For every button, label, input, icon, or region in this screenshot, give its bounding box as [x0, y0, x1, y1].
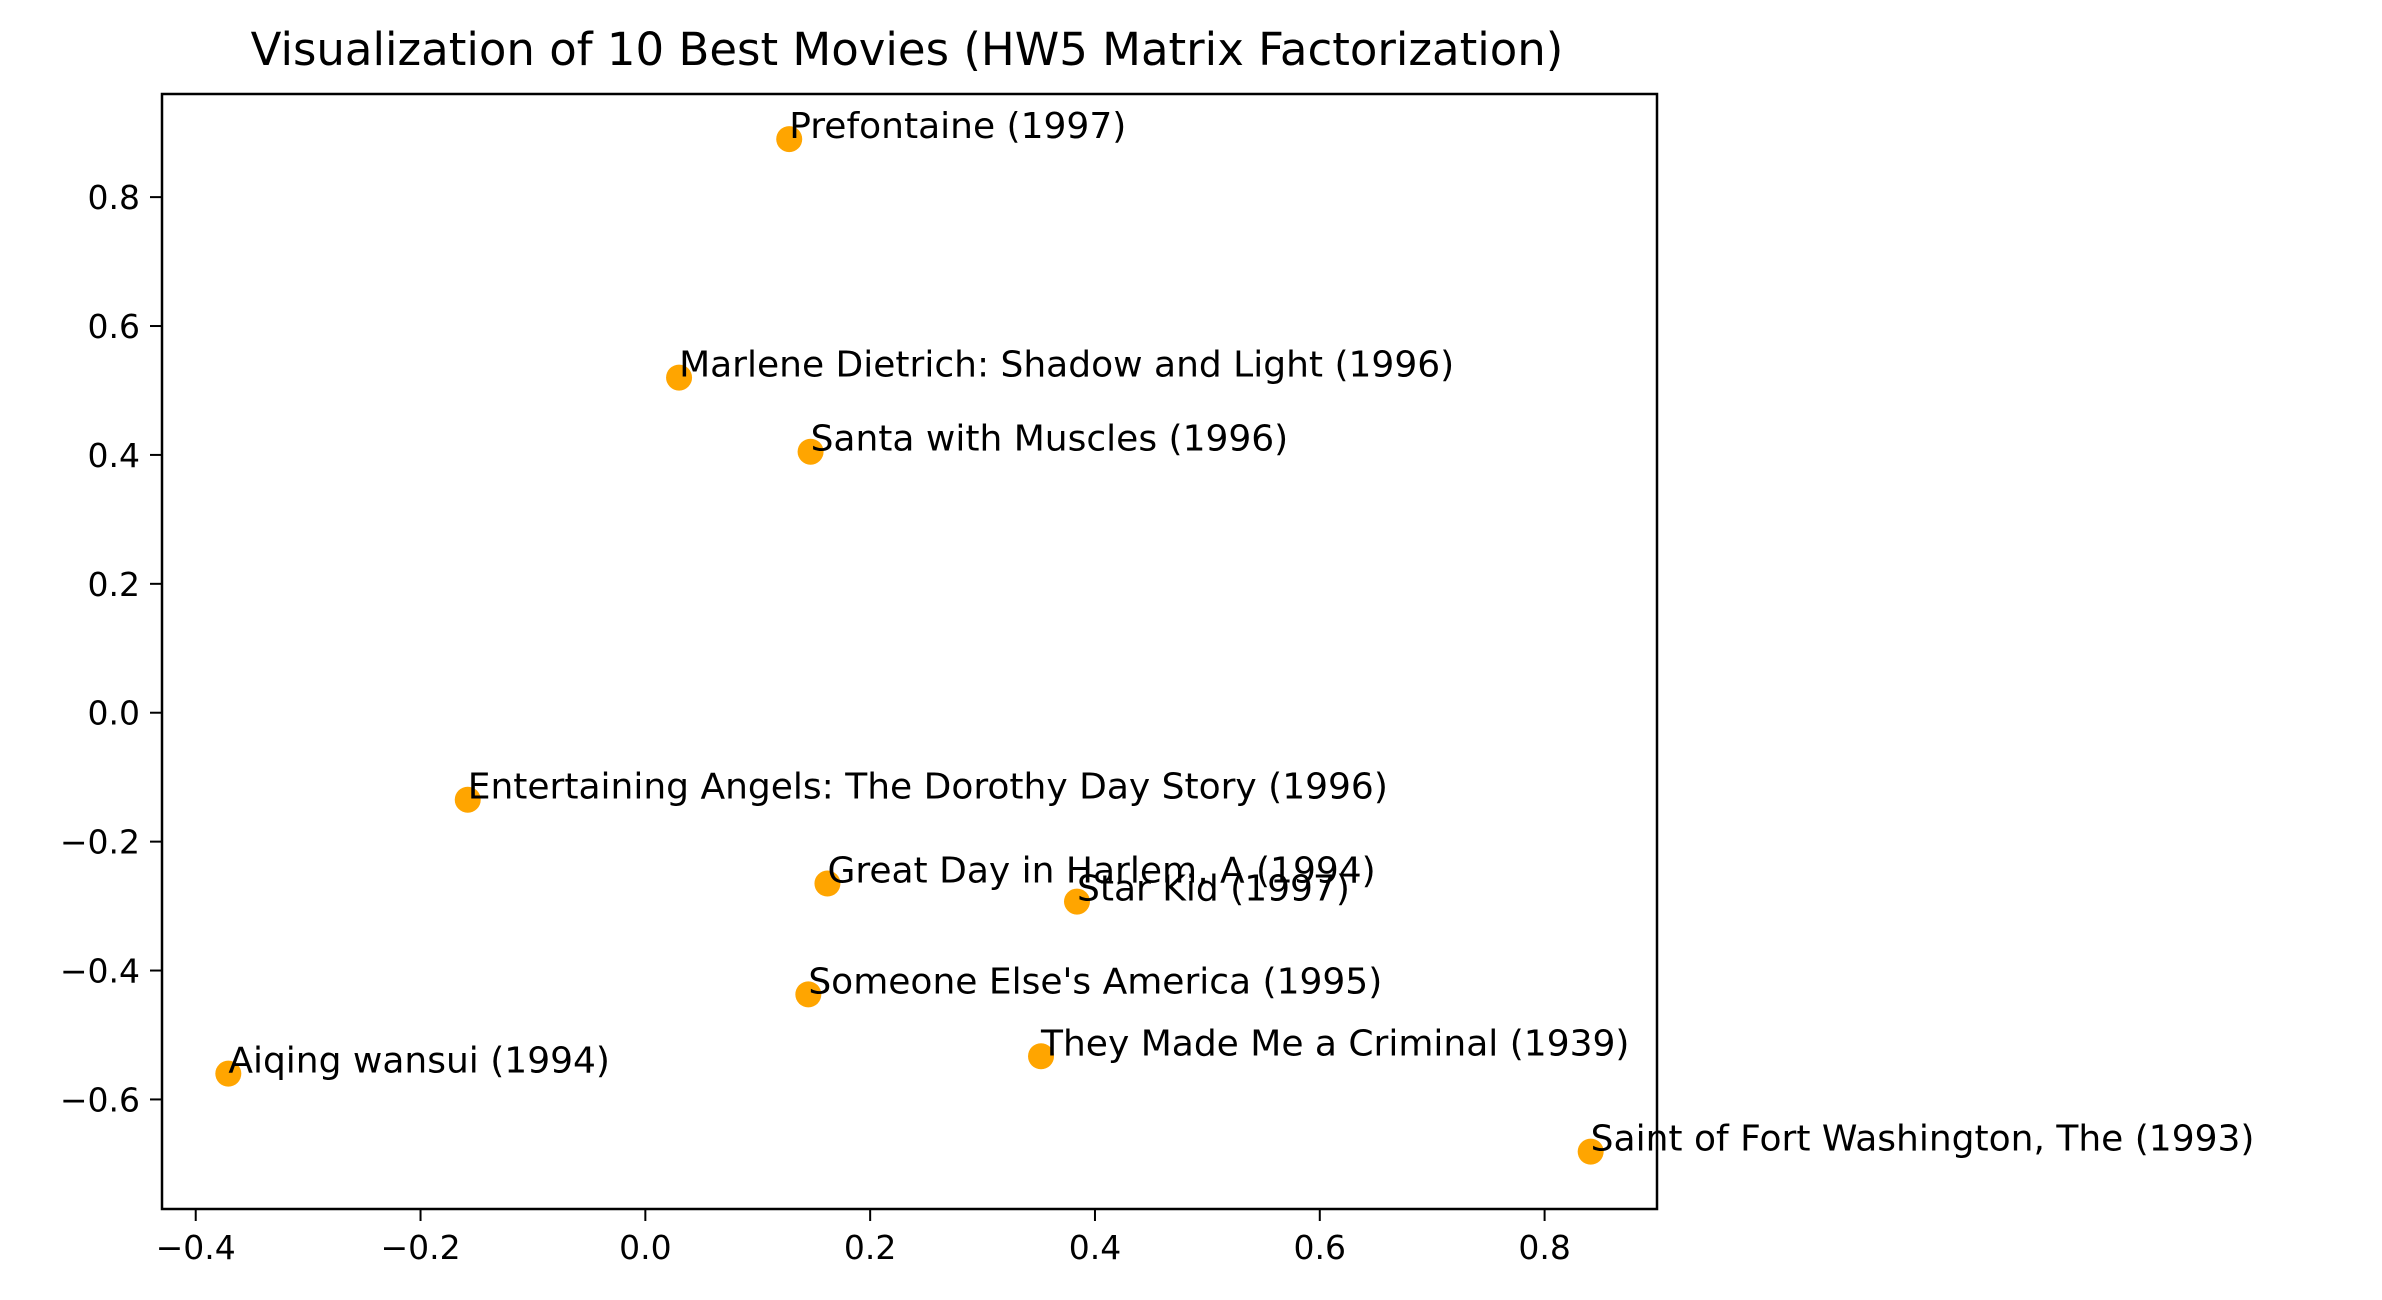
data-point	[776, 126, 803, 153]
data-point	[795, 981, 822, 1008]
data-point	[814, 870, 841, 897]
point-label: Star Kid (1997)	[1077, 869, 1350, 910]
point-label: Someone Else's America (1995)	[808, 961, 1382, 1002]
data-point	[1028, 1043, 1055, 1070]
data-point	[797, 438, 824, 465]
data-point	[1577, 1138, 1604, 1165]
y-tick-label: 0.4	[88, 436, 140, 475]
data-point	[454, 786, 481, 813]
labels-layer: Prefontaine (1997) Marlene Dietrich: Shad…	[228, 106, 2254, 1160]
y-tick-label: 0.0	[88, 694, 140, 733]
plot-frame	[160, 92, 1659, 1211]
point-label: Saint of Fort Washington, The (1993)	[1591, 1119, 2255, 1160]
y-axis: 0.8 0.6 0.4 0.2 0.0 −0.2 −0.4 −0.6	[60, 178, 162, 1119]
chart-title: Visualization of 10 Best Movies (HW5 Mat…	[251, 23, 1564, 76]
x-axis: −0.4 −0.2 0.0 0.2 0.4 0.6 0.8	[156, 1209, 1571, 1267]
data-point	[215, 1060, 242, 1087]
y-tick-label: 0.8	[88, 178, 140, 217]
x-tick-label: 0.6	[1294, 1228, 1346, 1267]
point-label: Aiqing wansui (1994)	[228, 1041, 610, 1082]
point-label: Santa with Muscles (1996)	[811, 419, 1289, 460]
x-tick-label: 0.8	[1518, 1228, 1570, 1267]
point-label: They Made Me a Criminal (1939)	[1040, 1023, 1629, 1064]
y-tick-label: −0.4	[60, 952, 140, 991]
y-tick-label: 0.2	[88, 565, 140, 604]
y-tick-label: −0.2	[60, 823, 140, 862]
point-label: Marlene Dietrich: Shadow and Light (1996…	[679, 345, 1454, 386]
y-tick-label: −0.6	[60, 1080, 140, 1119]
point-label: Great Day in Harlem, A (1994)	[827, 851, 1375, 892]
x-tick-label: −0.2	[380, 1228, 460, 1267]
x-tick-label: 0.4	[1069, 1228, 1121, 1267]
x-tick-label: 0.0	[619, 1228, 671, 1267]
data-point	[666, 364, 693, 391]
points-layer	[215, 126, 1604, 1165]
point-label: Prefontaine (1997)	[789, 106, 1126, 147]
point-label: Entertaining Angels: The Dorothy Day Sto…	[468, 767, 1388, 808]
y-tick-label: 0.6	[88, 307, 140, 346]
x-tick-label: 0.2	[844, 1228, 896, 1267]
x-tick-label: −0.4	[156, 1228, 236, 1267]
data-point	[1063, 888, 1090, 915]
